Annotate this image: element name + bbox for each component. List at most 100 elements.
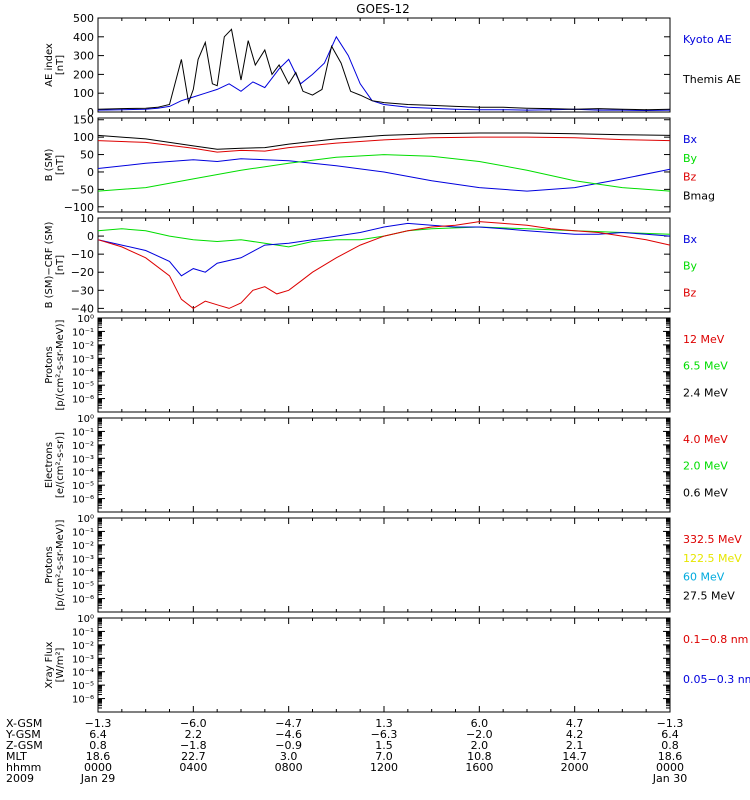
panel-electrons: 10⁰ 10⁻¹ 10⁻² 10⁻³ 10⁻⁴ 10⁻⁵ 10⁻⁶ Electrons [e/(… xyxy=(44,414,728,513)
x-tick-label: 6.4 xyxy=(89,728,107,741)
y-tick-label: 10⁻⁴ xyxy=(72,568,94,579)
y-tick-label: 0 xyxy=(87,166,94,179)
y-tick-label: 10⁻⁶ xyxy=(72,395,94,406)
y-tick-label: 10⁻¹ xyxy=(72,327,94,338)
legend-label: 4.0 MeV xyxy=(683,433,728,446)
series-line-kyoto-ae xyxy=(97,35,671,112)
y-tick-label: 200 xyxy=(73,68,94,81)
x-tick-label: 18.6 xyxy=(658,750,683,763)
legend-label: Bmag xyxy=(683,189,715,202)
x-tick-label: 1200 xyxy=(370,761,398,774)
legend-label: 2.0 MeV xyxy=(683,460,728,473)
y-tick-label: 100 xyxy=(73,131,94,144)
y-tick-label: 10⁻¹ xyxy=(72,427,94,438)
panel-protons2: 10⁰ 10⁻¹ 10⁻² 10⁻³ 10⁻⁴ 10⁻⁵ 10⁻⁶ Protons [p/(cm… xyxy=(44,514,742,613)
legend-label: Themis AE xyxy=(682,73,741,86)
series-line-bz xyxy=(97,221,671,310)
x-tick-label: 7.0 xyxy=(375,750,393,763)
y-tick-label: −100 xyxy=(64,201,94,214)
y-axis-label: [nT] xyxy=(55,55,66,75)
legend-label: Kyoto AE xyxy=(683,33,732,46)
chart-title: GOES-12 xyxy=(356,2,410,16)
series-line-bz xyxy=(97,136,671,153)
y-axis-label: [p/(cm²-s-sr-MeV)] xyxy=(55,319,66,410)
series-line-by xyxy=(97,226,671,248)
y-tick-label: 10⁻² xyxy=(72,541,94,552)
legend-label: 122.5 MeV xyxy=(683,552,742,565)
panel-ae: 0 100 200 300 400 500 AE index [nT] Kyoto AE Them… xyxy=(44,12,741,119)
legend-label: By xyxy=(683,152,698,165)
y-tick-label: 400 xyxy=(73,31,94,44)
y-tick-label: 10⁻³ xyxy=(72,454,94,465)
x-tick-label: 6.4 xyxy=(661,728,679,741)
series-line-bx xyxy=(97,158,671,192)
y-tick-label: 10⁻² xyxy=(72,341,94,352)
x-tick-label: −6.0 xyxy=(180,717,207,730)
y-tick-label: 150 xyxy=(73,114,94,127)
x-tick-label: 2000 xyxy=(561,761,589,774)
panel-frame xyxy=(97,517,671,613)
panel-bdiff: −40 −30 −20 −10 0 10 B (SM)−CRF (SM) [nT] Bx By Bz xyxy=(44,212,698,315)
legend-label: 0.1−0.8 nm xyxy=(683,633,748,646)
x-tick-label: 18.6 xyxy=(86,750,111,763)
panel-frame xyxy=(97,217,671,313)
x-tick-label: 4.7 xyxy=(566,717,584,730)
x-tick-label: 4.2 xyxy=(566,728,584,741)
legend-label: 60 MeV xyxy=(683,571,725,584)
panel-frame xyxy=(97,417,671,513)
series-line-themis-ae xyxy=(97,28,671,111)
x-row-label: Z-GSM xyxy=(6,739,43,752)
panel-protons1: 10⁰ 10⁻¹ 10⁻² 10⁻³ 10⁻⁴ 10⁻⁵ 10⁻⁶ Protons [p/(cm… xyxy=(44,314,728,413)
x-tick-label: 0800 xyxy=(275,761,303,774)
panel-frame xyxy=(97,17,671,113)
x-axis-ephemeris: X-GSMY-GSMZ-GSMMLThhmm2009−1.36.40.818.6… xyxy=(5,717,687,785)
x-tick-label: 2.0 xyxy=(471,739,489,752)
y-tick-label: 10⁰ xyxy=(77,414,94,425)
y-tick-label: 10 xyxy=(80,212,94,225)
y-tick-label: 0 xyxy=(87,230,94,243)
y-tick-label: 10⁻⁵ xyxy=(72,381,94,392)
legend-label: Bz xyxy=(683,286,697,299)
y-axis-label: B (SM) xyxy=(44,148,55,181)
legend-label: Bz xyxy=(683,171,697,184)
x-tick-label: −1.3 xyxy=(85,717,112,730)
series-line-bmag xyxy=(97,132,671,150)
legend-label: 27.5 MeV xyxy=(683,589,735,602)
y-tick-label: 10⁻³ xyxy=(72,654,94,665)
x-tick-label: 0400 xyxy=(179,761,207,774)
y-axis-label: Xray Flux xyxy=(44,641,55,688)
x-tick-label: −1.3 xyxy=(657,717,684,730)
y-axis-label: [W/m²] xyxy=(55,647,66,682)
x-row-label: X-GSM xyxy=(6,717,42,730)
y-tick-label: −50 xyxy=(71,183,94,196)
legend-label: 6.5 MeV xyxy=(683,360,728,373)
legend-label: 0.6 MeV xyxy=(683,486,728,499)
y-axis-label: B (SM)−CRF (SM) xyxy=(44,221,55,308)
legend-label: Bx xyxy=(683,233,698,246)
y-tick-label: 10⁻⁴ xyxy=(72,368,94,379)
x-tick-label: 2.1 xyxy=(566,739,584,752)
legend-label: Bx xyxy=(683,133,698,146)
x-row-label: hhmm xyxy=(6,761,41,774)
y-axis-label: Protons xyxy=(44,346,55,383)
x-tick-label: 22.7 xyxy=(181,750,206,763)
y-tick-label: 10⁻⁴ xyxy=(72,668,94,679)
y-axis-label: Electrons xyxy=(44,442,55,488)
y-tick-label: 10⁻³ xyxy=(72,554,94,565)
x-tick-label: −2.0 xyxy=(466,728,493,741)
y-axis-label: [nT] xyxy=(55,255,66,275)
y-tick-label: 10⁻³ xyxy=(72,354,94,365)
y-tick-label: 10⁻⁶ xyxy=(72,595,94,606)
panel-frame xyxy=(97,117,671,213)
x-tick-label: −4.6 xyxy=(275,728,302,741)
y-tick-label: 10⁻⁶ xyxy=(72,695,94,706)
x-tick-label: 0000 xyxy=(656,761,684,774)
y-axis-label: [e/(cm²-s-sr)] xyxy=(55,432,66,498)
y-tick-label: 10⁻² xyxy=(72,441,94,452)
x-tick-label: −1.8 xyxy=(180,739,207,752)
y-tick-label: −20 xyxy=(71,266,94,279)
y-tick-label: 10⁻⁵ xyxy=(72,681,94,692)
y-tick-label: 10⁻⁶ xyxy=(72,495,94,506)
y-tick-label: 500 xyxy=(73,12,94,25)
x-tick-label: −4.7 xyxy=(275,717,302,730)
